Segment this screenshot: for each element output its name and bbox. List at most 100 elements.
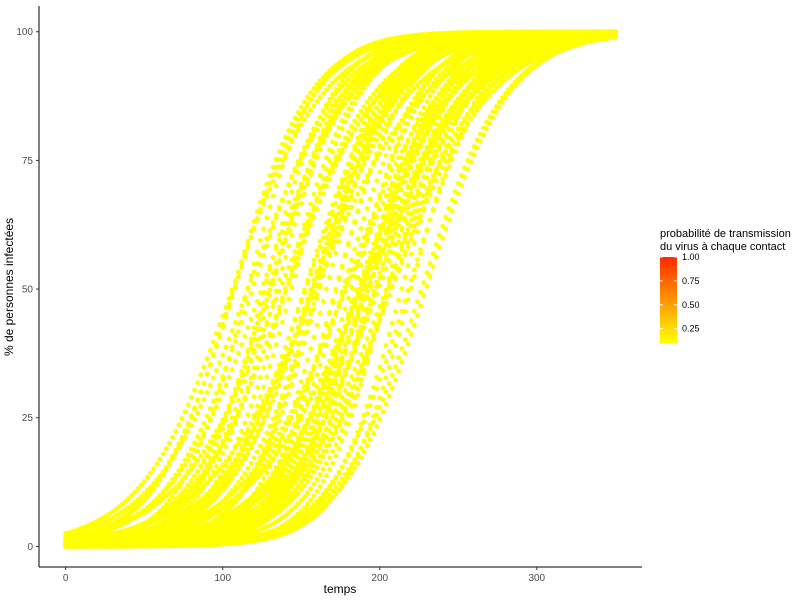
data-point	[308, 370, 314, 376]
data-point	[389, 354, 395, 359]
data-point	[311, 258, 317, 263]
data-point	[402, 337, 408, 342]
data-point	[339, 185, 345, 190]
data-point	[355, 337, 361, 342]
data-point	[386, 258, 392, 264]
data-points	[63, 29, 618, 549]
data-point	[462, 116, 467, 122]
data-point	[405, 327, 411, 333]
data-point	[452, 132, 458, 137]
data-point	[427, 184, 433, 190]
data-point	[418, 207, 423, 213]
data-point	[393, 161, 398, 167]
data-point	[408, 236, 414, 242]
data-point	[465, 111, 471, 117]
data-point	[276, 232, 282, 238]
data-point	[352, 366, 357, 372]
data-point	[424, 191, 430, 197]
data-point	[236, 397, 241, 403]
data-point	[242, 333, 248, 339]
data-point	[229, 367, 235, 372]
data-point	[443, 150, 449, 155]
data-point	[289, 327, 295, 332]
data-point	[383, 242, 389, 248]
data-point	[455, 126, 461, 132]
data-point	[380, 385, 386, 391]
data-point	[393, 144, 398, 150]
data-point	[399, 346, 405, 351]
data-point	[336, 87, 342, 93]
data-point	[226, 374, 232, 380]
data-point	[393, 309, 398, 314]
data-point	[327, 385, 332, 391]
data-point	[405, 240, 411, 246]
data-point	[176, 471, 182, 477]
data-point	[380, 188, 386, 194]
data-point	[330, 95, 335, 101]
data-point	[364, 336, 370, 341]
data-point	[364, 316, 370, 322]
data-point	[405, 263, 411, 268]
data-point	[374, 291, 379, 297]
data-point	[273, 246, 279, 252]
data-point	[408, 251, 414, 257]
data-point	[305, 281, 310, 286]
data-point	[446, 143, 452, 149]
data-point	[295, 189, 301, 195]
data-point	[361, 324, 367, 330]
data-point	[339, 395, 345, 400]
data-point	[374, 279, 379, 285]
data-point	[346, 381, 351, 387]
data-point	[267, 263, 273, 269]
data-point	[185, 458, 191, 463]
data-point	[367, 328, 373, 334]
data-point	[217, 382, 223, 388]
data-point	[377, 270, 383, 276]
data-point	[396, 355, 401, 360]
data-point	[324, 392, 329, 398]
data-point	[399, 286, 405, 291]
data-point	[173, 476, 179, 481]
data-point	[245, 368, 251, 374]
data-point	[308, 425, 314, 431]
data-point	[248, 316, 254, 322]
data-point	[352, 457, 357, 462]
data-point	[352, 322, 357, 328]
data-point	[311, 419, 317, 425]
data-point	[179, 467, 185, 473]
data-point	[377, 405, 383, 410]
data-point	[327, 100, 332, 105]
data-point	[289, 189, 295, 195]
data-point	[339, 355, 345, 360]
data-point	[311, 262, 317, 268]
data-point	[330, 378, 335, 383]
data-point	[295, 308, 301, 314]
data-point	[415, 299, 420, 305]
data-point	[236, 350, 241, 356]
data-point	[408, 232, 414, 237]
data-point	[386, 381, 392, 386]
data-point	[380, 397, 386, 403]
data-point	[327, 217, 332, 223]
data-point	[364, 288, 370, 294]
data-point	[314, 412, 320, 418]
data-point	[437, 163, 442, 168]
data-point	[389, 372, 395, 378]
data-point	[308, 271, 314, 277]
data-point	[430, 173, 436, 178]
data-point	[371, 419, 376, 425]
data-point	[336, 304, 342, 310]
data-point	[349, 374, 354, 379]
data-point	[355, 451, 361, 457]
data-point	[421, 199, 427, 205]
data-point	[292, 317, 298, 323]
data-point	[383, 266, 389, 272]
data-point	[320, 399, 326, 405]
data-point	[286, 336, 292, 341]
data-point	[270, 255, 276, 260]
data-point	[245, 325, 251, 330]
data-point	[232, 358, 238, 364]
data-point	[396, 297, 401, 303]
data-point	[355, 429, 361, 435]
